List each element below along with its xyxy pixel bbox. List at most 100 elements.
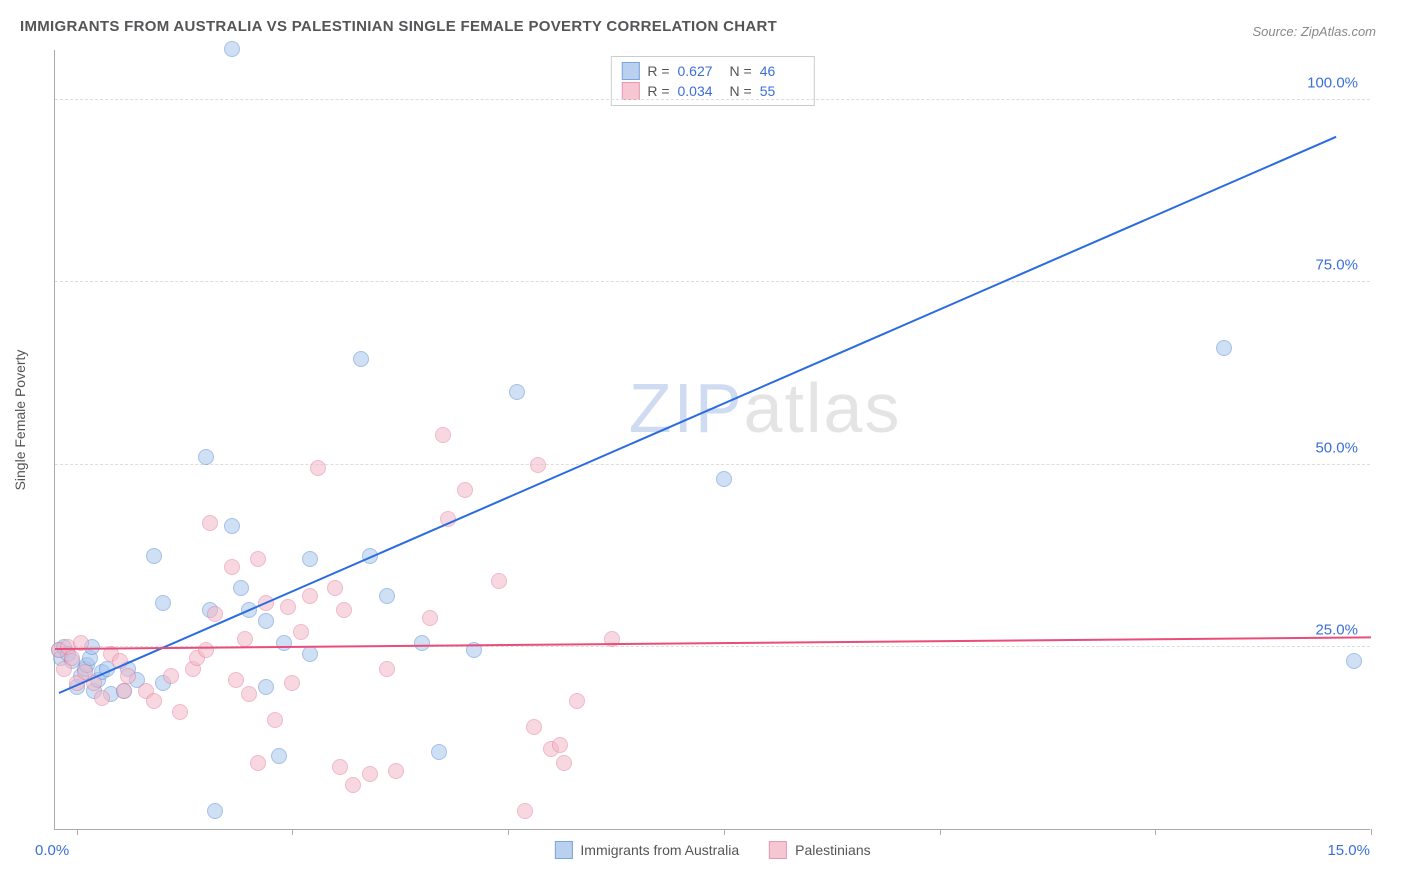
x-tick [1371,829,1372,835]
data-point-australia [1216,340,1232,356]
legend-r-label: R = [647,63,669,79]
grid-line [55,281,1370,282]
regression-line-australia [59,136,1337,694]
data-point-palestinians [172,704,188,720]
data-point-palestinians [302,588,318,604]
data-point-palestinians [163,668,179,684]
data-point-australia [1346,653,1362,669]
x-tick [77,829,78,835]
legend-swatch-palestinians [621,82,639,100]
data-point-australia [224,518,240,534]
data-point-palestinians [336,602,352,618]
legend-r-value: 0.034 [678,83,722,99]
data-point-palestinians [526,719,542,735]
data-point-australia [258,679,274,695]
data-point-australia [379,588,395,604]
data-point-australia [224,41,240,57]
data-point-australia [155,595,171,611]
data-point-palestinians [284,675,300,691]
series-legend-item-australia: Immigrants from Australia [554,841,739,859]
data-point-palestinians [64,650,80,666]
y-axis-label: Single Female Poverty [12,350,28,491]
data-point-palestinians [556,755,572,771]
data-point-australia [302,646,318,662]
data-point-australia [716,471,732,487]
x-tick [292,829,293,835]
grid-line [55,99,1370,100]
data-point-palestinians [310,460,326,476]
data-point-palestinians [552,737,568,753]
data-point-australia [207,803,223,819]
series-legend: Immigrants from Australia Palestinians [554,841,870,859]
data-point-australia [414,635,430,651]
data-point-palestinians [491,573,507,589]
data-point-palestinians [237,631,253,647]
data-point-australia [233,580,249,596]
data-point-australia [302,551,318,567]
watermark-part2: atlas [744,369,902,447]
data-point-palestinians [241,686,257,702]
chart-title: IMMIGRANTS FROM AUSTRALIA VS PALESTINIAN… [20,18,777,35]
legend-n-label: N = [730,83,752,99]
legend-swatch-palestinians [769,841,787,859]
data-point-palestinians [517,803,533,819]
data-point-palestinians [327,580,343,596]
series-label: Immigrants from Australia [580,842,739,858]
series-label: Palestinians [795,842,871,858]
data-point-palestinians [280,599,296,615]
data-point-australia [258,613,274,629]
correlation-legend-row-palestinians: R = 0.034 N = 55 [621,81,803,101]
data-point-palestinians [457,482,473,498]
data-point-australia [271,748,287,764]
data-point-palestinians [198,642,214,658]
data-point-palestinians [120,668,136,684]
x-start-label: 0.0% [35,842,69,859]
data-point-palestinians [267,712,283,728]
correlation-legend-row-australia: R = 0.627 N = 46 [621,61,803,81]
watermark: ZIPatlas [629,368,902,448]
legend-swatch-australia [554,841,572,859]
data-point-palestinians [146,693,162,709]
data-point-australia [431,744,447,760]
series-legend-item-palestinians: Palestinians [769,841,871,859]
x-tick [724,829,725,835]
data-point-australia [198,449,214,465]
legend-n-label: N = [730,63,752,79]
legend-r-label: R = [647,83,669,99]
x-tick [508,829,509,835]
data-point-palestinians [228,672,244,688]
data-point-australia [276,635,292,651]
grid-line [55,464,1370,465]
x-tick [940,829,941,835]
x-end-label: 15.0% [1327,842,1370,859]
data-point-palestinians [293,624,309,640]
data-point-australia [146,548,162,564]
data-point-palestinians [250,551,266,567]
data-point-palestinians [116,683,132,699]
data-point-palestinians [332,759,348,775]
data-point-palestinians [250,755,266,771]
source-attribution: Source: ZipAtlas.com [1252,24,1376,39]
data-point-palestinians [362,766,378,782]
legend-swatch-australia [621,62,639,80]
x-tick [1155,829,1156,835]
y-tick-label: 50.0% [1315,439,1358,456]
data-point-palestinians [207,606,223,622]
data-point-palestinians [435,427,451,443]
data-point-palestinians [224,559,240,575]
data-point-palestinians [530,457,546,473]
data-point-palestinians [569,693,585,709]
legend-n-value: 46 [760,63,804,79]
data-point-palestinians [379,661,395,677]
data-point-palestinians [345,777,361,793]
data-point-palestinians [202,515,218,531]
plot-area: ZIPatlas R =0.627N =46R =0.034N =55 Immi… [54,50,1370,830]
y-tick-label: 100.0% [1307,75,1358,92]
y-tick-label: 75.0% [1315,257,1358,274]
legend-r-value: 0.627 [678,63,722,79]
data-point-palestinians [388,763,404,779]
data-point-palestinians [422,610,438,626]
data-point-australia [353,351,369,367]
data-point-australia [509,384,525,400]
legend-n-value: 55 [760,83,804,99]
